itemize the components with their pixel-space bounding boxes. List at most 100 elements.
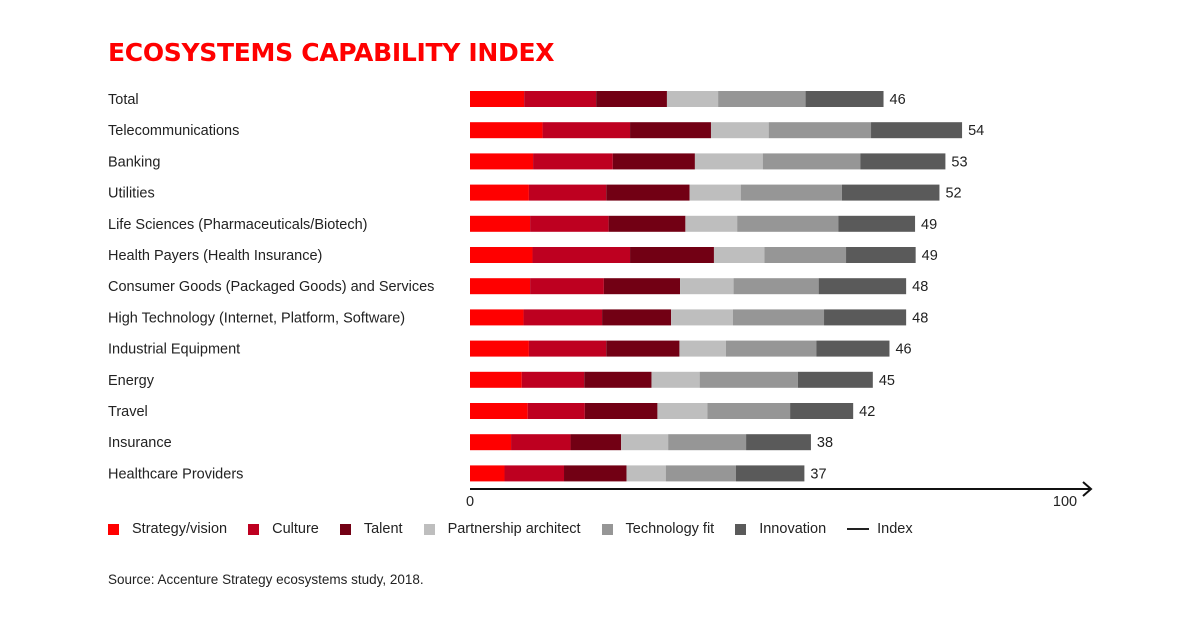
category-label: High Technology (Internet, Platform, Sof… [108,310,405,326]
legend-label: Index [877,521,913,537]
bar-segment-partnership-architect [657,403,708,419]
bar-segment-talent [584,371,652,388]
source-note: Source: Accenture Strategy ecosystems st… [108,572,424,587]
category-label: Insurance [108,435,172,451]
bar-segment-culture [532,247,631,263]
index-value-label: 46 [890,92,906,108]
bar-segment-talent [630,247,714,263]
index-value-label: 53 [951,154,967,170]
index-value-label: 48 [912,279,928,295]
bar-segment-partnership-architect [666,91,719,107]
legend-label: Culture [272,521,319,537]
legend-swatch [735,523,747,535]
legend-item: Technology fit [601,521,714,537]
bar-segment-culture [528,340,607,357]
bar-segment-innovation [860,153,946,170]
legend-item: Innovation [735,521,826,537]
bar-segment-strategy-vision [470,153,534,170]
bar-segment-partnership-architect [694,153,763,170]
legend-item: Strategy/vision [108,521,227,537]
bar-segment-partnership-architect [685,215,738,232]
bar-segment-technology-fit [768,122,872,139]
legend-swatch [339,523,351,535]
index-value-label: 49 [922,248,938,264]
bar-segment-partnership-architect [680,278,734,295]
category-label: Industrial Equipment [108,342,240,358]
bar-segment-talent [606,184,690,201]
legend-label: Partnership architect [447,521,581,537]
bar-segment-technology-fit [707,403,791,419]
bar-segment-partnership-architect [671,309,733,326]
bar-segment-culture [521,371,585,388]
bar-segment-talent [570,434,622,451]
category-label: Health Payers (Health Insurance) [108,248,322,264]
bar-segment-partnership-architect [713,247,765,263]
bar-segment-strategy-vision [470,278,531,295]
bar-segment-innovation [841,184,940,201]
legend-label: Strategy/vision [132,521,228,537]
axis-arrow-icon [1082,481,1093,497]
stacked-bar-chart: Total 46 Telecommunications 54 Banking 53 Util… [108,91,1093,510]
category-label: Life Sciences (Pharmaceuticals/Biotech) [108,217,368,233]
bar-segment-technology-fit [737,215,839,232]
bar-segment-culture [527,403,585,419]
bar-segment-strategy-vision [470,309,524,326]
index-value-label: 42 [859,404,875,420]
bar-segment-strategy-vision [470,122,543,139]
bar-segment-culture [504,465,565,482]
legend-item: Culture [248,521,319,537]
index-value-label: 45 [879,373,895,389]
bar-segment-innovation [790,403,854,419]
bar-segment-technology-fit [665,465,736,482]
index-value-label: 48 [912,310,928,326]
bar-segment-culture [523,309,603,326]
bar-segment-innovation [871,122,963,139]
bar-segment-strategy-vision [470,434,512,451]
bar-segment-partnership-architect [689,184,741,201]
bar-segment-talent [602,309,672,326]
bar-segment-innovation [816,340,890,357]
bar-segment-innovation [838,215,916,232]
bar-segment-talent [603,278,681,295]
index-value-label: 37 [810,466,826,482]
bar-segment-culture [533,153,613,170]
bar-segment-innovation [824,309,907,326]
index-value-label: 54 [968,123,984,139]
legend-label: Talent [363,521,403,537]
bar-segment-strategy-vision [470,215,531,232]
category-label: Telecommunications [108,123,239,139]
bar-segment-talent [584,403,658,419]
bar-segment-talent [612,153,695,170]
bar-segment-innovation [746,434,811,451]
bar-segment-innovation [846,247,916,263]
legend-swatch [108,523,119,535]
bar-segment-innovation [735,465,805,482]
bar-segment-strategy-vision [470,91,525,107]
legend-line [847,528,870,530]
category-label: Energy [108,373,155,389]
bar-segment-technology-fit [668,434,747,451]
bar-segment-partnership-architect [626,465,666,482]
legend-swatch [601,523,613,535]
bar-segment-strategy-vision [470,371,522,388]
bar-segment-talent [596,91,667,107]
bar-segment-culture [542,122,631,139]
category-label: Healthcare Providers [108,466,243,482]
bar-segment-talent [606,340,680,357]
bar-segment-strategy-vision [470,247,533,263]
legend-swatch [423,523,435,535]
bar-segment-technology-fit [733,278,819,295]
bar-segment-strategy-vision [470,465,505,482]
bar-segment-technology-fit [732,309,825,326]
legend: Strategy/vision Culture Talent Partnership … [108,521,934,537]
category-label: Utilities [108,186,155,202]
bar-segment-talent [564,465,627,482]
bar-segment-innovation [818,278,907,295]
bar-segment-talent [608,215,686,232]
bar-segment-culture [511,434,571,451]
bar-segment-partnership-architect [679,340,726,357]
chart-title: ECOSYSTEMS CAPABILITY INDEX [108,38,555,67]
bar-segment-talent [630,122,711,139]
bar-segment-technology-fit [718,91,806,107]
bar-segment-culture [530,278,604,295]
